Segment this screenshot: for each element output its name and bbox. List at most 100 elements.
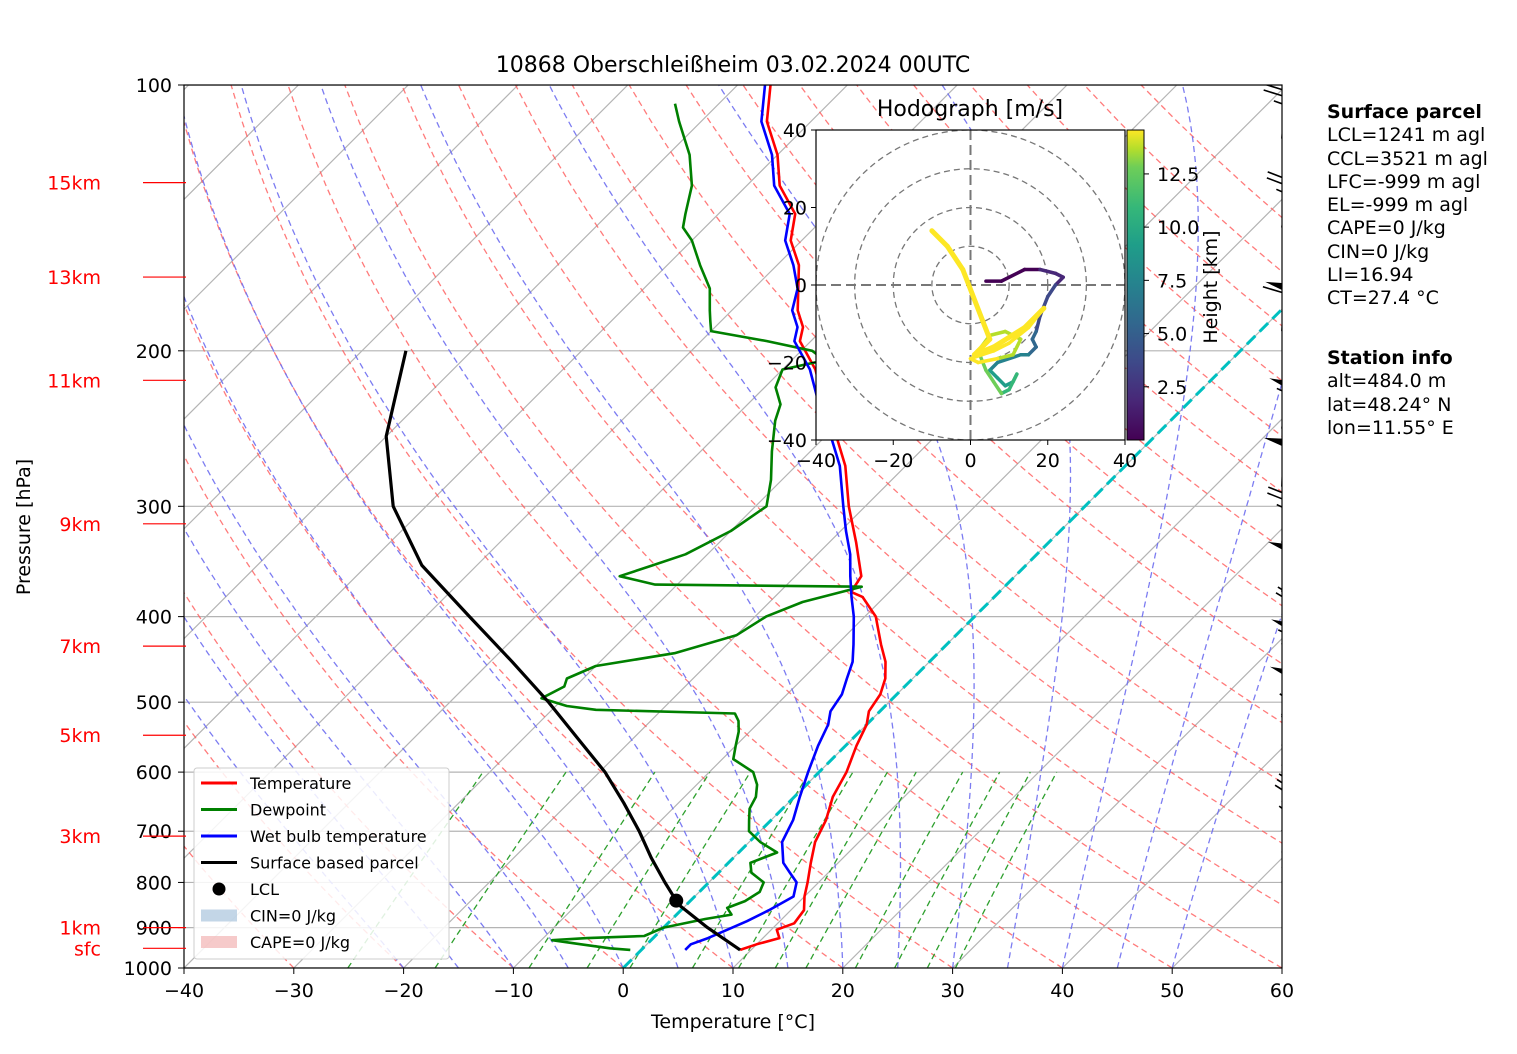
info-line: CAPE=0 J/kg xyxy=(1327,217,1446,240)
height-label: 1km xyxy=(59,918,101,940)
x-tick-label: 40 xyxy=(1050,980,1074,1002)
wind-barb xyxy=(1281,866,1282,868)
y-tick-label: 400 xyxy=(136,607,172,629)
hodograph-segment xyxy=(960,267,993,342)
wind-barb xyxy=(1278,800,1282,853)
isotherm-line xyxy=(184,85,739,640)
hodograph-segment xyxy=(929,228,950,249)
series-wet-bulb-temperature xyxy=(684,85,856,951)
station-info-header: Station info xyxy=(1327,347,1453,369)
legend-label: LCL xyxy=(250,880,279,899)
hodograph-segment xyxy=(991,325,1028,350)
wind-barb xyxy=(1280,713,1282,766)
mixing-ratio-line xyxy=(894,771,1001,968)
isotherm-line xyxy=(732,418,1282,968)
hodograph-segment xyxy=(1046,283,1058,299)
isotherm-line xyxy=(842,527,1282,968)
wind-barb xyxy=(1281,944,1282,946)
hodograph-segment xyxy=(1011,337,1023,357)
hodograph-colorbar xyxy=(1126,129,1145,441)
legend-swatch xyxy=(212,882,226,896)
moist-adiabat xyxy=(420,85,844,968)
dry-adiabat xyxy=(514,85,1282,844)
moist-adiabat xyxy=(1116,380,1282,968)
y-axis-ticks: 100 200 300 400 500 600 700 800 900 1000 xyxy=(124,75,184,980)
x-tick-label: −30 xyxy=(274,980,314,1002)
hodograph-segment xyxy=(976,356,1000,365)
info-line: lat=48.24° N xyxy=(1327,393,1452,416)
colorbar-tick-label: 5.0 xyxy=(1157,324,1187,346)
wind-barb xyxy=(1262,281,1282,332)
mixing-ratio-line xyxy=(738,771,854,968)
moist-adiabat xyxy=(1061,85,1199,968)
moist-adiabat xyxy=(941,85,1072,968)
height-label: 3km xyxy=(59,826,101,848)
height-label: 15km xyxy=(47,173,101,195)
info-line: CT=27.4 °C xyxy=(1327,287,1439,310)
y-tick-label: 700 xyxy=(136,821,172,843)
hodo-x-tick-label: 0 xyxy=(964,450,976,472)
y-tick-label: 1000 xyxy=(124,958,172,980)
mixing-ratio-line xyxy=(926,771,1031,968)
hodograph-ring xyxy=(931,245,1010,325)
hodograph-segment xyxy=(999,267,1027,283)
info-line: CIN=0 J/kg xyxy=(1327,240,1430,263)
x-tick-label: −10 xyxy=(493,980,533,1002)
height-label: 9km xyxy=(59,514,101,536)
height-label: 13km xyxy=(47,267,101,289)
isotherm-line xyxy=(184,85,519,420)
info-line: lon=11.55° E xyxy=(1327,416,1454,439)
wind-barb xyxy=(1274,773,1282,832)
hodograph-segment xyxy=(995,353,1023,365)
dry-adiabat xyxy=(184,302,734,968)
hodograph-segment xyxy=(971,336,993,358)
hodograph-segment xyxy=(988,360,1000,372)
x-tick-label: 60 xyxy=(1270,980,1294,1002)
info-line: EL=-999 m agl xyxy=(1327,194,1469,217)
mixing-ratio-line xyxy=(954,771,1058,968)
wind-barb xyxy=(1271,619,1282,671)
legend-swatch xyxy=(201,909,237,922)
isotherm-line xyxy=(184,85,848,750)
x-tick-label: −40 xyxy=(164,980,204,1002)
hodo-y-tick-label: 0 xyxy=(795,275,807,297)
dry-adiabat xyxy=(344,85,1173,968)
hodo-y-tick-label: 20 xyxy=(783,198,807,220)
wind-barb xyxy=(1269,666,1282,718)
info-line: LI=16.94 xyxy=(1327,264,1414,287)
dry-adiabat xyxy=(401,85,1282,968)
chart-title: 10868 Oberschleißheim 03.02.2024 00UTC xyxy=(496,53,971,78)
hodograph-segment xyxy=(995,353,1015,361)
wind-barb xyxy=(1269,378,1282,429)
wind-barb xyxy=(1263,437,1282,487)
moist-adiabat xyxy=(240,85,734,968)
legend-label: Temperature xyxy=(249,774,351,793)
y-tick-label: 600 xyxy=(136,762,172,784)
info-line: alt=484.0 m xyxy=(1327,370,1447,393)
x-tick-label: 50 xyxy=(1160,980,1184,1002)
height-label: 7km xyxy=(59,636,101,658)
station-info: Station info alt=484.0 m lat=48.24° N lo… xyxy=(1327,347,1454,440)
x-tick-label: −20 xyxy=(384,980,424,1002)
moist-adiabat xyxy=(184,423,569,968)
height-label: 5km xyxy=(59,725,101,747)
hodograph-segment xyxy=(1038,267,1058,276)
hodo-y-tick-label: 40 xyxy=(783,120,807,142)
wind-barb xyxy=(1267,541,1282,592)
dry-adiabat xyxy=(184,454,624,968)
dry-adiabat xyxy=(287,85,1063,968)
hodo-x-tick-label: 40 xyxy=(1113,450,1137,472)
lcl-marker xyxy=(669,893,684,908)
hodo-y-tick-label: −40 xyxy=(767,430,807,452)
colorbar-tick-label: 7.5 xyxy=(1157,270,1187,292)
isotherm-line xyxy=(184,85,409,311)
mixing-ratio-line xyxy=(434,771,567,968)
y-axis-label: Pressure [hPa] xyxy=(13,459,35,595)
hodo-x-tick-label: 20 xyxy=(1036,450,1060,472)
moist-adiabat xyxy=(184,113,679,968)
zero-isotherm-line xyxy=(622,307,1282,968)
legend-swatch xyxy=(201,936,237,948)
hodograph: Hodograph [m/s] −40−40 −20 −20 0 0 20 20 40 40 2… xyxy=(767,97,1222,472)
x-axis-label: Temperature [°C] xyxy=(650,1011,815,1033)
